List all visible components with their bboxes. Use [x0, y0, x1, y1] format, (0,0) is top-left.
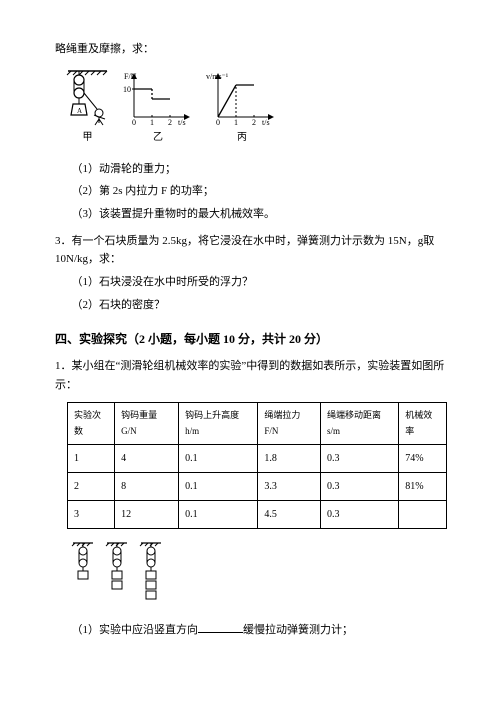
cell: 81% — [399, 472, 447, 500]
blank-input[interactable] — [198, 622, 243, 633]
th-0: 实验次数 — [68, 403, 115, 445]
table-row: 2 8 0.1 3.3 0.3 81% — [68, 472, 447, 500]
p3-q1: （1）石块浸没在水中时所受的浮力？ — [55, 273, 450, 292]
diagram-mid: F/N 10 0 1 2 t/s 乙 — [122, 69, 194, 146]
svg-text:t/s: t/s — [262, 118, 270, 127]
exp1-q1-a: （1）实验中应沿竖直方向 — [72, 624, 199, 636]
exp1-q1-b: 缓慢拉动弹簧测力计； — [243, 624, 353, 636]
svg-text:v/ms⁻¹: v/ms⁻¹ — [206, 72, 229, 81]
cell: 74% — [399, 444, 447, 472]
diag-mid-label: 乙 — [153, 129, 163, 146]
exp1-stem: 1．某小组在“测滑轮组机械效率的实验”中得到的数据如表所示，实验装置如图所示： — [55, 357, 450, 394]
diagram-right: v/ms⁻¹ 0 1 2 t/s 丙 — [206, 69, 278, 146]
exp1-q1: （1）实验中应沿竖直方向 缓慢拉动弹簧测力计； — [55, 621, 450, 640]
diagram-left: A 甲 — [65, 69, 110, 146]
intro-text: 略绳重及摩擦，求： — [55, 40, 450, 59]
p3-stem: 3．有一个石块质量为 2.5kg，将它浸没在水中时，弹簧测力计示数为 15N，g… — [55, 232, 450, 269]
table-row: 1 4 0.1 1.8 0.3 74% — [68, 444, 447, 472]
svg-text:2: 2 — [168, 118, 172, 127]
table-row: 3 12 0.1 4.5 0.3 — [68, 500, 447, 528]
cell: 12 — [115, 500, 179, 528]
diag-right-label: 丙 — [237, 129, 247, 146]
pulley-diagrams — [71, 541, 450, 603]
pulley-icon-3 — [139, 541, 163, 603]
cell — [399, 500, 447, 528]
p3-q2: （2）石块的密度？ — [55, 296, 450, 315]
q-main-3: （3）该装置提升重物时的最大机械效率。 — [55, 205, 450, 224]
pulley-icon-2 — [105, 541, 129, 603]
th-4: 绳端移动距离 s/m — [320, 403, 398, 445]
cell: 1 — [68, 444, 115, 472]
th-3: 绳端拉力 F/N — [258, 403, 321, 445]
svg-text:2: 2 — [252, 118, 256, 127]
cell: 0.1 — [179, 472, 258, 500]
cell: 0.1 — [179, 500, 258, 528]
cell: 2 — [68, 472, 115, 500]
cell: 0.1 — [179, 444, 258, 472]
diag-left-label: 甲 — [83, 129, 93, 146]
q-main-2: （2）第 2s 内拉力 F 的功率； — [55, 182, 450, 201]
svg-text:1: 1 — [150, 118, 154, 127]
cell: 0.3 — [320, 444, 398, 472]
mid-yaxis: F/N — [124, 72, 137, 81]
cell: 8 — [115, 472, 179, 500]
svg-text:1: 1 — [234, 118, 238, 127]
cell: 0.3 — [320, 472, 398, 500]
cell: 1.8 — [258, 444, 321, 472]
cell: 4 — [115, 444, 179, 472]
pulley-icon-1 — [71, 541, 95, 603]
svg-text:t/s: t/s — [178, 118, 186, 127]
section-4-title: 四、实验探究（2 小题，每小题 10 分，共计 20 分） — [55, 329, 450, 349]
cell: 0.3 — [320, 500, 398, 528]
mid-ytick: 10 — [123, 85, 131, 94]
svg-text:A: A — [77, 107, 82, 115]
cell: 4.5 — [258, 500, 321, 528]
th-2: 钩码上升高度 h/m — [179, 403, 258, 445]
th-5: 机械效率 — [399, 403, 447, 445]
data-table: 实验次数 钩码重量 G/N 钩码上升高度 h/m 绳端拉力 F/N 绳端移动距离… — [67, 402, 447, 529]
q-main-1: （1）动滑轮的重力； — [55, 160, 450, 179]
svg-text:0: 0 — [132, 118, 136, 127]
table-header-row: 实验次数 钩码重量 G/N 钩码上升高度 h/m 绳端拉力 F/N 绳端移动距离… — [68, 403, 447, 445]
diagram-row: A 甲 F/N 10 0 1 2 t/s — [65, 69, 450, 146]
cell: 3.3 — [258, 472, 321, 500]
th-1: 钩码重量 G/N — [115, 403, 179, 445]
cell: 3 — [68, 500, 115, 528]
svg-text:0: 0 — [216, 118, 220, 127]
